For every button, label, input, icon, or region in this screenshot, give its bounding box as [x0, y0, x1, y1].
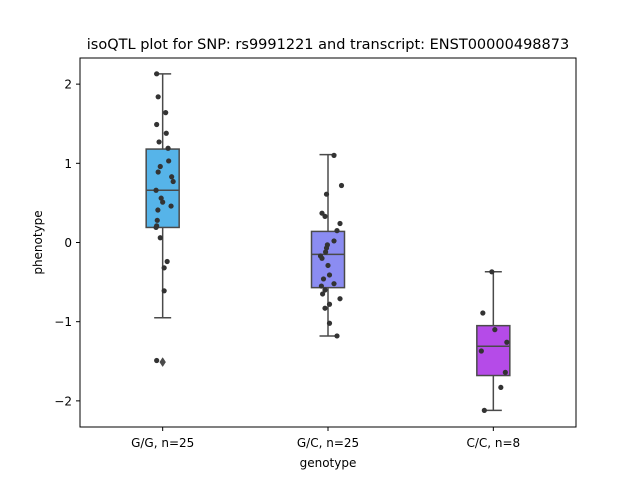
data-point [160, 199, 166, 205]
data-point [498, 384, 504, 391]
box [145, 148, 180, 229]
box-group [476, 269, 511, 413]
x-tick-label: G/G, n=25 [131, 436, 194, 450]
data-point [481, 407, 487, 413]
x-tick-label: G/C, n=25 [297, 436, 359, 450]
data-point [158, 195, 164, 201]
data-point [163, 110, 169, 116]
chart-title: isoQTL plot for SNP: rs9991221 and trans… [87, 37, 569, 53]
data-point [492, 327, 498, 333]
data-point [156, 139, 162, 145]
data-point [155, 94, 161, 100]
y-tick-label: −1 [54, 315, 72, 329]
data-point [163, 130, 169, 136]
data-point [331, 152, 337, 158]
data-point [161, 265, 167, 271]
data-point [168, 203, 174, 209]
data-point [326, 301, 333, 307]
data-point [334, 228, 340, 234]
data-point [504, 339, 510, 345]
data-point [326, 272, 333, 278]
data-point [154, 121, 160, 128]
data-point [322, 287, 328, 293]
data-point [153, 224, 159, 231]
x-axis-label: genotype [300, 456, 357, 470]
data-point [334, 333, 340, 339]
data-point [502, 369, 508, 375]
outlier-marker [159, 357, 166, 368]
data-point [337, 220, 343, 227]
data-point [166, 158, 172, 164]
data-point [480, 310, 486, 316]
box-group [145, 71, 180, 368]
data-point [338, 182, 345, 189]
data-point [154, 217, 160, 223]
data-point [157, 235, 163, 241]
data-point [318, 283, 324, 289]
y-tick-label: 0 [64, 236, 72, 250]
data-point [154, 71, 160, 77]
data-point [157, 163, 163, 170]
x-tick-label: C/C, n=8 [466, 436, 520, 450]
data-point [323, 249, 329, 255]
data-point [323, 245, 330, 251]
data-point [320, 291, 326, 297]
data-point [319, 255, 325, 261]
data-point [169, 174, 175, 180]
data-point [478, 348, 484, 354]
y-tick-label: 2 [64, 78, 72, 92]
data-point [331, 281, 337, 287]
box [310, 230, 346, 289]
data-point [164, 258, 170, 265]
data-point [320, 276, 327, 282]
y-tick-label: −2 [54, 394, 72, 408]
data-point [170, 178, 176, 185]
data-point [326, 320, 333, 326]
data-point [322, 305, 328, 311]
data-point [161, 288, 167, 294]
data-point [331, 238, 337, 244]
data-point [337, 296, 343, 302]
y-axis-label: phenotype [31, 210, 45, 274]
y-axis: 2 1 0 −1 −2 [54, 78, 80, 408]
data-point [154, 357, 160, 364]
data-point [322, 213, 328, 219]
x-axis: G/G, n=25 G/C, n=25 C/C, n=8 [131, 427, 520, 450]
data-point [165, 145, 171, 151]
data-point [325, 262, 331, 269]
data-point [155, 207, 161, 213]
data-point [155, 169, 161, 175]
box-group [310, 152, 346, 339]
data-point [489, 269, 495, 275]
plot-area [145, 71, 511, 413]
data-point [153, 187, 159, 193]
y-tick-label: 1 [64, 157, 72, 171]
data-point [323, 191, 330, 197]
